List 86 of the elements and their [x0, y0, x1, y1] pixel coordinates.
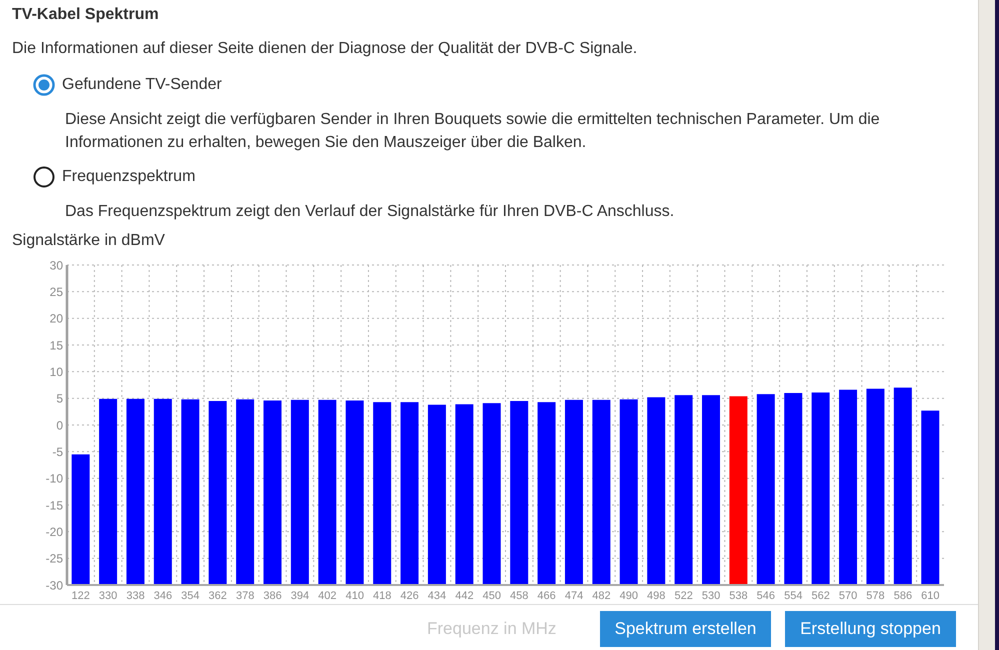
text: Frequenzspektrum	[62, 168, 196, 186]
y-tick-label: 30	[50, 258, 64, 272]
x-tick-label: 122	[72, 590, 90, 602]
y-tick-label: 5	[56, 392, 64, 406]
bar	[154, 398, 172, 585]
y-tick-label: -15	[46, 498, 64, 512]
x-tick-label: 338	[126, 590, 145, 602]
y-tick-label: -20	[46, 524, 64, 539]
x-tick-label: 402	[318, 590, 337, 602]
bar	[784, 393, 802, 585]
x-tick-label: 546	[756, 590, 776, 602]
x-tick-label: 530	[702, 590, 720, 602]
bar	[72, 454, 90, 585]
text: Das Frequenzspektrum zeigt den Verlauf der Signalstärke für Ihren DVB-C Anschluss.	[65, 202, 676, 222]
button: Erstellung stoppen	[785, 611, 956, 647]
bar	[290, 400, 309, 585]
y-tick-label: 10	[50, 364, 64, 379]
bar	[510, 401, 528, 585]
bar	[894, 388, 912, 585]
y-tick-label: 15	[50, 338, 64, 352]
bar	[592, 400, 610, 585]
bar	[208, 401, 227, 585]
bar	[812, 392, 830, 585]
bar	[921, 410, 940, 585]
y-axis-title: Signalstärke in dBmV	[12, 232, 165, 250]
x-tick-label: 362	[208, 590, 227, 602]
x-tick-label: 426	[400, 590, 419, 602]
bar	[756, 394, 775, 585]
x-tick-label: 330	[98, 590, 118, 602]
x-tick-label: 538	[729, 590, 748, 602]
bar	[264, 400, 282, 585]
bar	[126, 398, 144, 585]
bar	[702, 395, 720, 585]
bar	[620, 399, 638, 585]
y-tick-label: 0	[56, 418, 64, 432]
x-tick-label: 386	[263, 590, 282, 602]
bar	[564, 400, 583, 585]
bar	[538, 402, 556, 585]
x-tick-label: 458	[510, 590, 528, 602]
bar	[373, 402, 392, 585]
bar	[866, 388, 884, 585]
x-tick-label: 586	[894, 590, 912, 602]
y-tick-label: -25	[46, 552, 64, 566]
x-tick-label: 450	[482, 590, 501, 602]
x-tick-label: 418	[372, 590, 392, 602]
bar	[729, 396, 748, 585]
bar	[428, 404, 446, 585]
y-tick-label: -30	[46, 578, 64, 592]
x-tick-label: 410	[346, 590, 364, 602]
y-tick-label: -10	[46, 472, 64, 486]
bar	[400, 402, 419, 585]
text: Gefundene TV-Sender	[62, 76, 222, 94]
x-tick-label: 570	[838, 590, 858, 602]
x-tick-label: 610	[921, 590, 940, 602]
x-tick-label: 554	[784, 590, 802, 602]
x-tick-label: 562	[811, 590, 830, 602]
x-tick-label: 354	[181, 590, 200, 602]
x-tick-label: 482	[592, 590, 611, 602]
y-tick-label: -5	[52, 444, 64, 459]
x-tick-label: 466	[537, 590, 556, 602]
bar	[455, 404, 474, 585]
bar	[674, 395, 693, 585]
bar	[318, 400, 336, 585]
x-tick-label: 578	[866, 590, 885, 602]
x-tick-label: 378	[236, 590, 254, 602]
x-tick-label: 498	[647, 590, 666, 602]
x-tick-label: 490	[620, 590, 638, 602]
x-tick-label: 442	[455, 590, 474, 602]
button: Spektrum erstellen	[600, 611, 771, 647]
y-tick-label: 20	[50, 312, 64, 326]
x-tick-label: 434	[428, 590, 446, 602]
y-tick-label: 25	[50, 284, 64, 299]
x-tick-label: 522	[674, 590, 693, 602]
x-tick-label: 394	[290, 590, 310, 602]
chart-title: TV-Kabel Spektrum	[12, 6, 159, 24]
bar	[181, 399, 200, 585]
bar	[99, 398, 118, 585]
bar	[236, 399, 254, 585]
chart-subtitle: Die Informationen auf dieser Seite dienen der Diagnose der Qualität der DVB-C Signale.	[12, 40, 638, 58]
x-tick-label: 346	[154, 590, 172, 602]
bar	[647, 397, 666, 585]
x-tick-label: 474	[564, 590, 584, 602]
bar	[482, 403, 501, 585]
bar	[839, 390, 858, 585]
bar	[346, 400, 364, 585]
text: Diese Ansicht zeigt die verfügbaren Sender in Ihren Bouquets sowie die ermittelten technischen Parameter. Um die Informationen zu erhalten, bewegen Sie den Mauszeiger über die Balken.	[65, 110, 881, 153]
